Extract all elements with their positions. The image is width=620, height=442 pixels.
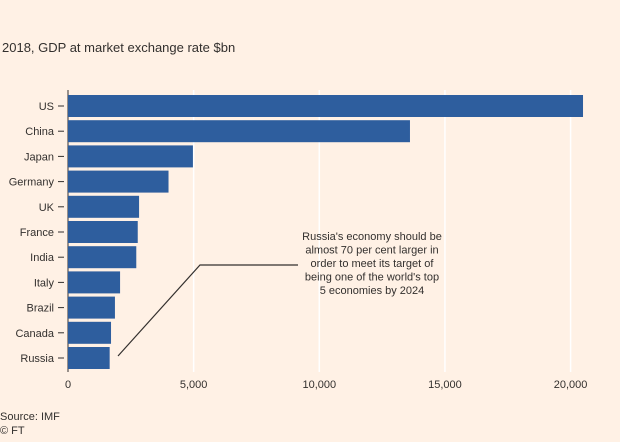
bar-japan — [68, 145, 193, 168]
bar-china — [68, 120, 410, 143]
category-label: India — [30, 252, 55, 264]
annotation-leader — [117, 264, 298, 357]
annotation: Russia's economy should be almost 70 per … — [117, 231, 442, 357]
x-tick-label: 20,000 — [554, 379, 588, 391]
x-tick-label: 10,000 — [302, 379, 336, 391]
chart-title: 2018, GDP at market exchange rate $bn — [2, 40, 236, 55]
x-tick-label: 5,000 — [180, 379, 208, 391]
bar-brazil — [68, 296, 115, 319]
category-labels: US China Japan Germany UK France India Italy Bra… — [9, 101, 64, 365]
ft-credit: © FT — [0, 425, 25, 437]
bar-italy — [68, 271, 121, 294]
x-tick-label: 15,000 — [428, 379, 462, 391]
bar-france — [68, 221, 138, 243]
category-label: China — [25, 126, 55, 138]
x-tick-label: 0 — [65, 379, 71, 391]
x-tick-labels: 0 5,000 10,000 15,000 20,000 — [65, 379, 587, 391]
category-label: Italy — [34, 277, 55, 289]
bar-russia — [68, 347, 110, 369]
bar-us — [68, 95, 584, 117]
source-footer: Source: IMF © FT — [0, 410, 60, 438]
category-label: Russia — [20, 353, 55, 365]
category-label: France — [20, 227, 54, 239]
bar-canada — [68, 321, 112, 344]
bar-layer — [68, 95, 584, 369]
source-text: Source: IMF — [0, 411, 60, 423]
category-label: US — [39, 101, 54, 113]
bar-germany — [68, 170, 169, 193]
category-label: Germany — [9, 177, 55, 189]
category-label: Canada — [15, 328, 54, 340]
category-label: UK — [39, 202, 55, 214]
bar-india — [68, 246, 137, 269]
annotation-text: Russia's economy should be almost 70 per … — [302, 231, 442, 297]
bar-uk — [68, 195, 140, 218]
category-label: Japan — [24, 151, 54, 163]
category-label: Brazil — [26, 303, 54, 315]
